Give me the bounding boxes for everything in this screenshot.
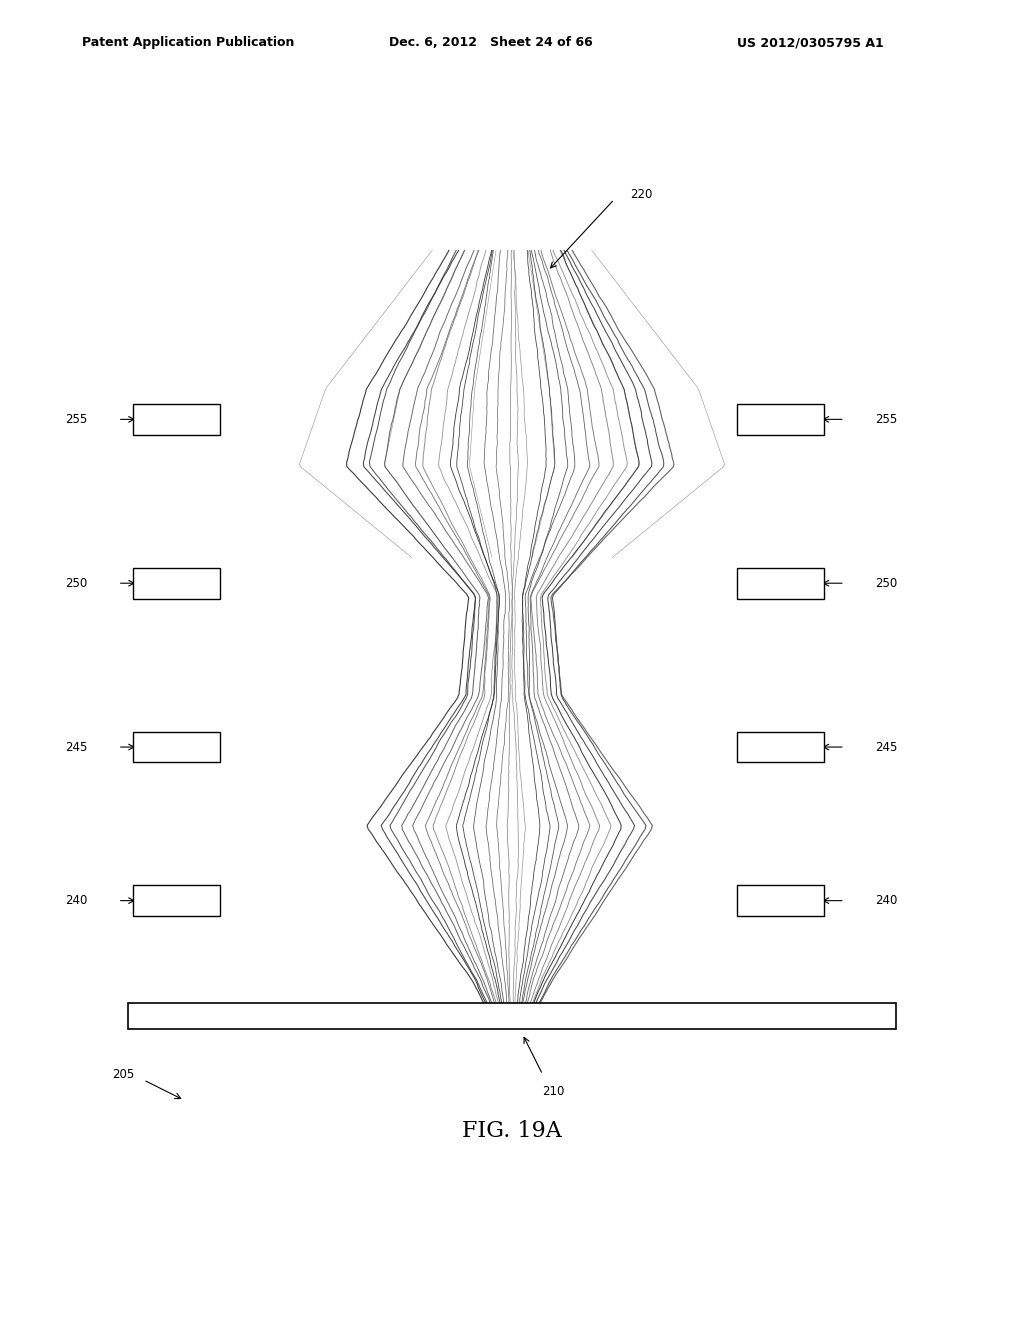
- FancyBboxPatch shape: [737, 404, 824, 434]
- FancyBboxPatch shape: [133, 568, 220, 598]
- Text: 205: 205: [112, 1068, 134, 1081]
- Text: 250: 250: [65, 577, 87, 590]
- Text: US 2012/0305795 A1: US 2012/0305795 A1: [737, 36, 884, 49]
- FancyBboxPatch shape: [737, 886, 824, 916]
- FancyBboxPatch shape: [737, 731, 824, 763]
- FancyBboxPatch shape: [128, 1003, 896, 1028]
- Text: 255: 255: [65, 413, 87, 426]
- Text: 245: 245: [65, 741, 87, 754]
- Text: Dec. 6, 2012   Sheet 24 of 66: Dec. 6, 2012 Sheet 24 of 66: [389, 36, 593, 49]
- Text: 210: 210: [542, 1085, 564, 1098]
- Text: 230: 230: [870, 1010, 893, 1022]
- FancyBboxPatch shape: [133, 404, 220, 434]
- Text: 245: 245: [876, 741, 898, 754]
- Text: 255: 255: [876, 413, 898, 426]
- Text: 250: 250: [876, 577, 898, 590]
- Text: 240: 240: [65, 894, 87, 907]
- FancyBboxPatch shape: [737, 568, 824, 598]
- Text: FIG. 19A: FIG. 19A: [462, 1121, 562, 1142]
- Text: 220: 220: [630, 187, 652, 201]
- FancyBboxPatch shape: [133, 886, 220, 916]
- Text: 240: 240: [876, 894, 898, 907]
- FancyBboxPatch shape: [133, 731, 220, 763]
- Text: Patent Application Publication: Patent Application Publication: [82, 36, 294, 49]
